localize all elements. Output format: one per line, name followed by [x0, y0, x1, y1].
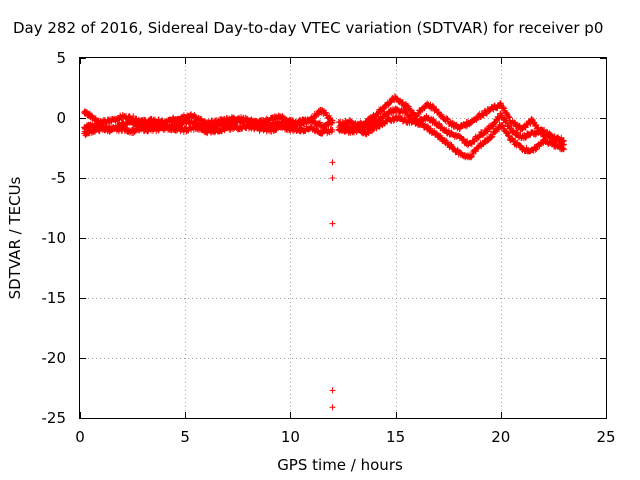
- x-tick-label: 0: [75, 428, 85, 446]
- y-tick-label: -15: [42, 289, 67, 307]
- chart-title: Day 282 of 2016, Sidereal Day-to-day VTE…: [13, 19, 603, 37]
- x-tick-label: 15: [386, 428, 405, 446]
- y-axis-label: SDTVAR / TECUs: [6, 176, 24, 299]
- sdtvar-chart: Day 282 of 2016, Sidereal Day-to-day VTE…: [0, 0, 640, 480]
- x-tick-label: 25: [596, 428, 615, 446]
- x-axis-label: GPS time / hours: [277, 456, 403, 474]
- y-tick-label: -10: [42, 229, 67, 247]
- y-tick-label: -25: [42, 409, 67, 427]
- y-tick-label: 0: [56, 109, 66, 127]
- x-tick-label: 10: [281, 428, 300, 446]
- x-tick-label: 20: [491, 428, 510, 446]
- chart-background: [0, 0, 640, 480]
- y-tick-label: 5: [56, 49, 66, 67]
- y-tick-label: -5: [51, 169, 66, 187]
- y-tick-label: -20: [42, 349, 67, 367]
- x-tick-label: 5: [180, 428, 190, 446]
